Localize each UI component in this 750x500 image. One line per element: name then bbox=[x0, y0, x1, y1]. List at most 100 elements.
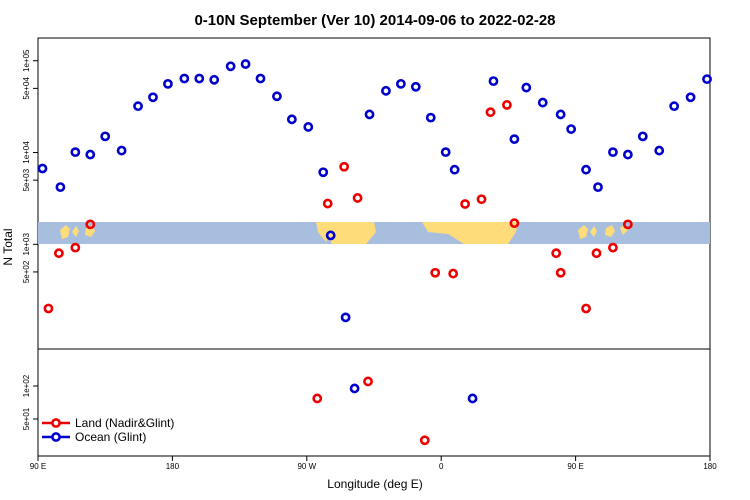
data-point bbox=[303, 122, 314, 132]
data-point bbox=[322, 198, 333, 209]
data-point bbox=[209, 74, 220, 85]
data-point bbox=[488, 76, 499, 86]
y-tick-label: 1e+03 bbox=[22, 233, 31, 256]
data-point bbox=[325, 230, 336, 241]
land-patch-africa bbox=[422, 222, 518, 244]
data-point bbox=[460, 199, 470, 209]
land-patch-borneo bbox=[60, 225, 70, 239]
data-point bbox=[622, 219, 633, 230]
data-point bbox=[622, 149, 633, 160]
data-point bbox=[669, 101, 680, 112]
data-point bbox=[364, 109, 375, 120]
data-point bbox=[440, 147, 451, 158]
data-point bbox=[37, 163, 48, 174]
data-point bbox=[521, 82, 532, 93]
data-point bbox=[100, 131, 111, 142]
y-tick-label: 5e+03 bbox=[22, 168, 31, 191]
y-tick-label: 5e+04 bbox=[22, 77, 31, 100]
legend-label: Ocean (Glint) bbox=[75, 430, 146, 444]
x-tick-label: 90 W bbox=[297, 462, 316, 471]
data-point bbox=[240, 59, 251, 69]
data-point bbox=[352, 193, 363, 203]
y-tick-label: 5e+01 bbox=[22, 407, 31, 430]
data-point bbox=[555, 109, 566, 120]
data-point bbox=[702, 74, 712, 85]
land-patch-south-america bbox=[324, 222, 376, 244]
data-point bbox=[286, 114, 297, 125]
data-point bbox=[43, 303, 54, 314]
data-point bbox=[476, 194, 487, 205]
legend-marker bbox=[51, 432, 61, 442]
data-point bbox=[225, 61, 236, 72]
data-point bbox=[608, 242, 618, 253]
y-tick-label: 1e+05 bbox=[22, 49, 31, 72]
data-point bbox=[430, 267, 441, 278]
y-tick-label: 5e+02 bbox=[22, 260, 31, 283]
y-axis-lower: 1e+02 5e+01 bbox=[22, 374, 38, 430]
data-point bbox=[339, 161, 350, 172]
data-point bbox=[55, 182, 66, 193]
data-point bbox=[85, 149, 96, 160]
data-point bbox=[566, 124, 577, 134]
y-axis-label: N Total bbox=[1, 228, 15, 265]
land-patch-sulawesi bbox=[72, 226, 79, 237]
series-ocean bbox=[37, 59, 712, 404]
plot-area bbox=[37, 37, 711, 457]
data-point bbox=[70, 147, 81, 158]
legend-marker bbox=[51, 418, 61, 428]
data-point bbox=[654, 145, 665, 156]
data-point bbox=[591, 248, 602, 259]
legend: Land (Nadir&Glint)Ocean (Glint) bbox=[42, 416, 174, 444]
plot-frame bbox=[37, 37, 711, 457]
data-point bbox=[608, 147, 618, 158]
data-point bbox=[581, 303, 591, 314]
data-point bbox=[419, 435, 430, 446]
data-point bbox=[509, 134, 520, 145]
chart-title: 0-10N September (Ver 10) 2014-09-06 to 2… bbox=[194, 12, 555, 29]
data-point bbox=[179, 73, 190, 84]
data-point bbox=[70, 242, 81, 253]
x-axis-label: Longitude (deg E) bbox=[327, 477, 422, 491]
data-point bbox=[272, 91, 282, 102]
data-point bbox=[448, 268, 459, 279]
x-tick-label: 0 bbox=[439, 462, 444, 471]
series-land bbox=[43, 100, 633, 446]
world-map-band bbox=[38, 222, 710, 244]
data-point bbox=[318, 167, 329, 178]
land-patch-newguinea-repeat bbox=[605, 225, 615, 237]
data-point bbox=[537, 97, 548, 108]
data-point bbox=[449, 164, 460, 175]
land-patch-borneo-repeat bbox=[578, 225, 588, 239]
data-point bbox=[163, 78, 173, 89]
data-point bbox=[685, 92, 696, 103]
data-point bbox=[410, 81, 421, 92]
data-point bbox=[425, 112, 436, 123]
y-axis-upper: 1e+05 5e+04 1e+04 5e+03 1e+03 5e+02 bbox=[22, 49, 38, 283]
data-point bbox=[551, 248, 562, 259]
x-tick-label: 180 bbox=[166, 462, 180, 471]
data-point bbox=[637, 131, 648, 142]
x-axis: 90 E 180 90 W 0 90 E 180 bbox=[30, 456, 717, 471]
x-tick-label: 180 bbox=[703, 462, 717, 471]
data-point bbox=[133, 101, 143, 112]
data-point bbox=[349, 383, 360, 394]
y-tick-label: 1e+04 bbox=[22, 141, 31, 164]
y-tick-label: 1e+02 bbox=[22, 374, 31, 397]
data-point bbox=[340, 312, 351, 323]
x-tick-label: 90 E bbox=[567, 462, 583, 471]
data-point bbox=[467, 393, 478, 404]
map-land bbox=[60, 222, 628, 244]
data-point bbox=[555, 267, 566, 278]
data-point bbox=[502, 100, 512, 110]
data-point bbox=[116, 145, 127, 156]
data-point bbox=[509, 218, 520, 229]
data-point bbox=[85, 219, 96, 230]
data-point bbox=[593, 182, 603, 193]
data-point bbox=[363, 376, 373, 387]
legend-label: Land (Nadir&Glint) bbox=[75, 416, 174, 430]
data-point bbox=[381, 85, 391, 96]
data-point bbox=[148, 92, 158, 103]
series-layer bbox=[37, 59, 712, 446]
data-point bbox=[255, 73, 266, 84]
